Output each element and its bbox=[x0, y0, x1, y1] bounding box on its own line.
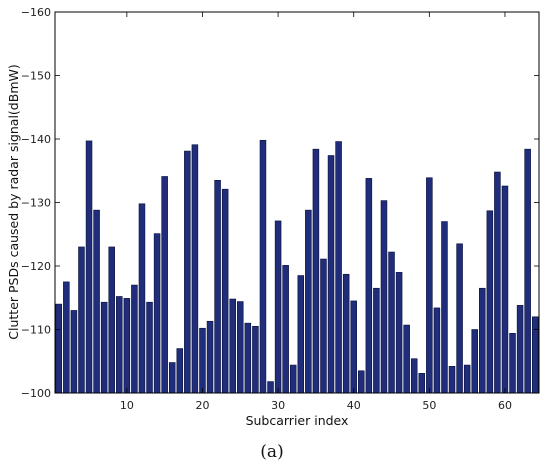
axis-ticks: 10 20 30 40 50 60 −100 −110 −120 −130 −140 −150 −160 bbox=[21, 6, 539, 412]
bar-subcarrier-7 bbox=[100, 301, 108, 394]
bar-subcarrier-63 bbox=[524, 148, 531, 394]
bar-subcarrier-42 bbox=[365, 178, 373, 394]
y-tick-label: −160 bbox=[21, 6, 51, 19]
bar-subcarrier-13 bbox=[146, 301, 153, 394]
bar-subcarrier-21 bbox=[206, 320, 214, 394]
bar-subcarrier-44 bbox=[380, 200, 388, 394]
bar-subcarrier-6 bbox=[93, 209, 100, 394]
bar-subcarrier-19 bbox=[191, 144, 199, 394]
bar-subcarrier-51 bbox=[433, 307, 441, 394]
bar-subcarrier-35 bbox=[312, 148, 320, 394]
bar-subcarrier-17 bbox=[176, 348, 184, 394]
bar-subcarrier-52 bbox=[441, 221, 448, 394]
x-axis-label: Subcarrier index bbox=[246, 413, 349, 428]
bar-subcarrier-28 bbox=[259, 139, 267, 394]
bar-subcarrier-50 bbox=[426, 177, 433, 394]
y-tick-label: −130 bbox=[21, 197, 51, 210]
bar-subcarrier-31 bbox=[282, 265, 289, 394]
bar-subcarrier-47 bbox=[403, 324, 410, 394]
bar-subcarrier-58 bbox=[486, 210, 494, 394]
bar-subcarrier-60 bbox=[501, 185, 509, 394]
bar-subcarrier-29 bbox=[267, 381, 274, 394]
y-tick-label: −140 bbox=[21, 133, 51, 146]
x-tick-label: 10 bbox=[120, 399, 134, 412]
x-tick-label: 60 bbox=[498, 399, 512, 412]
bar-subcarrier-41 bbox=[358, 370, 365, 394]
x-tick-label: 30 bbox=[271, 399, 285, 412]
bar-subcarrier-45 bbox=[388, 251, 395, 394]
bar-subcarrier-56 bbox=[471, 329, 478, 394]
bar-subcarrier-2 bbox=[63, 281, 70, 394]
x-tick-label: 50 bbox=[422, 399, 436, 412]
bar-subcarrier-55 bbox=[463, 364, 471, 394]
bar-subcarrier-32 bbox=[289, 364, 297, 394]
bar-subcarrier-22 bbox=[214, 179, 221, 394]
bar-subcarrier-30 bbox=[274, 220, 282, 394]
bar-subcarrier-23 bbox=[221, 188, 229, 394]
bar-subcarrier-8 bbox=[108, 246, 115, 394]
bar-subcarrier-59 bbox=[494, 171, 501, 394]
bar-series bbox=[55, 139, 539, 394]
bar-subcarrier-62 bbox=[516, 305, 524, 394]
bar-subcarrier-16 bbox=[168, 362, 176, 394]
bar-subcarrier-54 bbox=[456, 243, 463, 394]
x-tick-label: 20 bbox=[195, 399, 209, 412]
bar-subcarrier-39 bbox=[342, 273, 350, 394]
bar-subcarrier-40 bbox=[350, 300, 357, 394]
bar-subcarrier-43 bbox=[373, 287, 380, 394]
bar-subcarrier-53 bbox=[448, 366, 456, 394]
y-tick-label: −120 bbox=[21, 260, 51, 273]
bar-subcarrier-5 bbox=[85, 140, 93, 394]
bar-subcarrier-18 bbox=[184, 150, 191, 394]
bar-subcarrier-14 bbox=[153, 233, 161, 394]
bar-subcarrier-12 bbox=[138, 203, 146, 394]
bar-subcarrier-37 bbox=[327, 155, 335, 394]
bar-subcarrier-57 bbox=[479, 287, 486, 394]
bar-subcarrier-10 bbox=[123, 298, 131, 394]
bar-subcarrier-27 bbox=[252, 326, 259, 394]
bar-subcarrier-26 bbox=[244, 322, 252, 394]
bar-subcarrier-34 bbox=[305, 209, 312, 394]
bar-subcarrier-24 bbox=[229, 298, 236, 394]
bar-subcarrier-20 bbox=[199, 327, 206, 394]
y-tick-label: −100 bbox=[21, 387, 51, 400]
bar-subcarrier-49 bbox=[418, 373, 426, 394]
x-tick-label: 40 bbox=[347, 399, 361, 412]
y-axis-label: Clutter PSDs caused by radar signal(dBmW… bbox=[6, 64, 21, 339]
bar-subcarrier-3 bbox=[70, 310, 78, 394]
y-tick-label: −110 bbox=[21, 324, 51, 337]
bar-subcarrier-33 bbox=[297, 275, 305, 394]
bar-subcarrier-1 bbox=[55, 303, 63, 394]
y-tick-label: −150 bbox=[21, 70, 51, 83]
bar-subcarrier-9 bbox=[116, 296, 123, 394]
bar-subcarrier-48 bbox=[410, 358, 418, 394]
bar-subcarrier-11 bbox=[131, 284, 138, 394]
bar-subcarrier-36 bbox=[320, 258, 327, 394]
bar-subcarrier-61 bbox=[509, 333, 516, 394]
bar-subcarrier-15 bbox=[161, 176, 168, 394]
bar-subcarrier-4 bbox=[78, 246, 85, 394]
bar-subcarrier-64 bbox=[531, 316, 539, 394]
bar-subcarrier-38 bbox=[335, 141, 342, 394]
bar-subcarrier-25 bbox=[237, 301, 244, 394]
figure-caption: (a) bbox=[260, 442, 283, 462]
bar-subcarrier-46 bbox=[395, 272, 403, 394]
